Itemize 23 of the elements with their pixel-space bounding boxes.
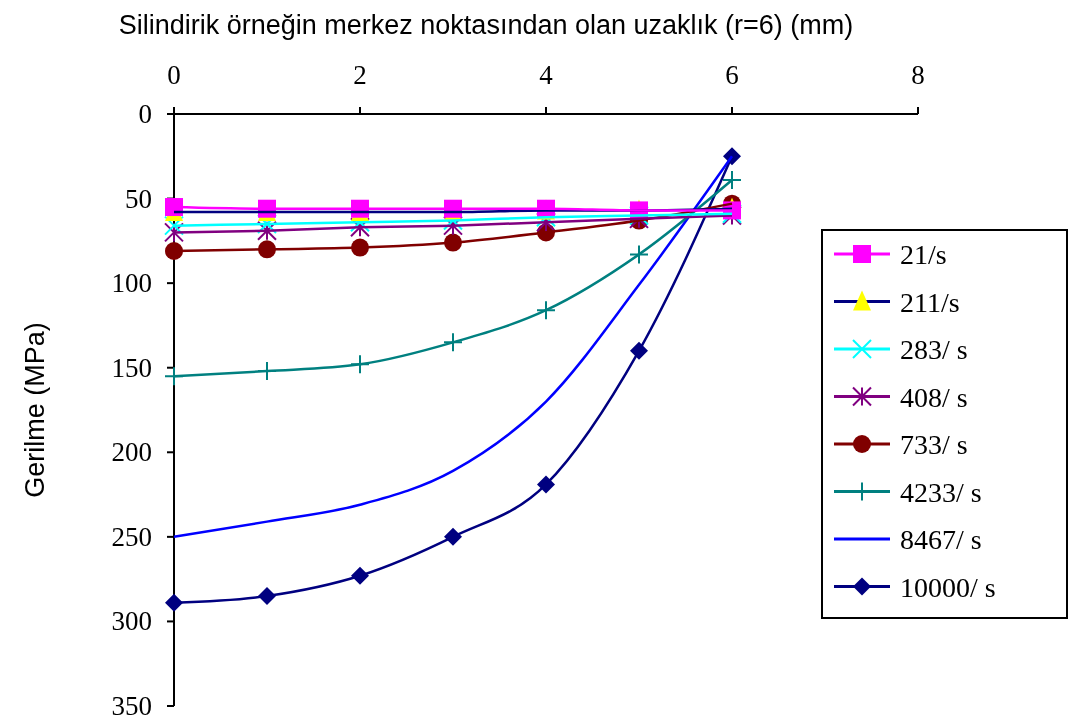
y-tick-label: 0 (138, 99, 152, 129)
legend-label: 283/ s (900, 334, 968, 365)
y-axis-title: Gerilme (MPa) (20, 322, 50, 498)
legend-label: 10000/ s (900, 571, 996, 603)
y-tick-label: 150 (111, 352, 152, 383)
x-tick-label: 2 (353, 60, 367, 90)
legend-label: 408/ s (900, 381, 968, 413)
x-tick-label: 8 (911, 60, 925, 90)
x-tick-label: 4 (539, 60, 554, 90)
x-axis-title: Silindirik örneğin merkez noktasından olan uzaklık (r=6) (mm) (118, 10, 854, 40)
legend-label: 4233/ s (900, 476, 982, 508)
legend-label: 733/ s (900, 429, 968, 460)
legend-label: 21/s (900, 239, 947, 270)
y-tick-label: 50 (125, 183, 152, 214)
x-tick-label: 6 (725, 60, 739, 90)
y-tick-label: 300 (111, 606, 152, 637)
y-tick-label: 250 (111, 521, 152, 552)
legend-label: 211/s (900, 286, 960, 318)
y-tick-label: 350 (111, 691, 152, 721)
y-tick-label: 200 (111, 437, 152, 468)
legend-label: 8467/ s (900, 524, 982, 555)
y-tick-label: 100 (111, 268, 152, 299)
x-tick-label: 0 (167, 60, 181, 90)
